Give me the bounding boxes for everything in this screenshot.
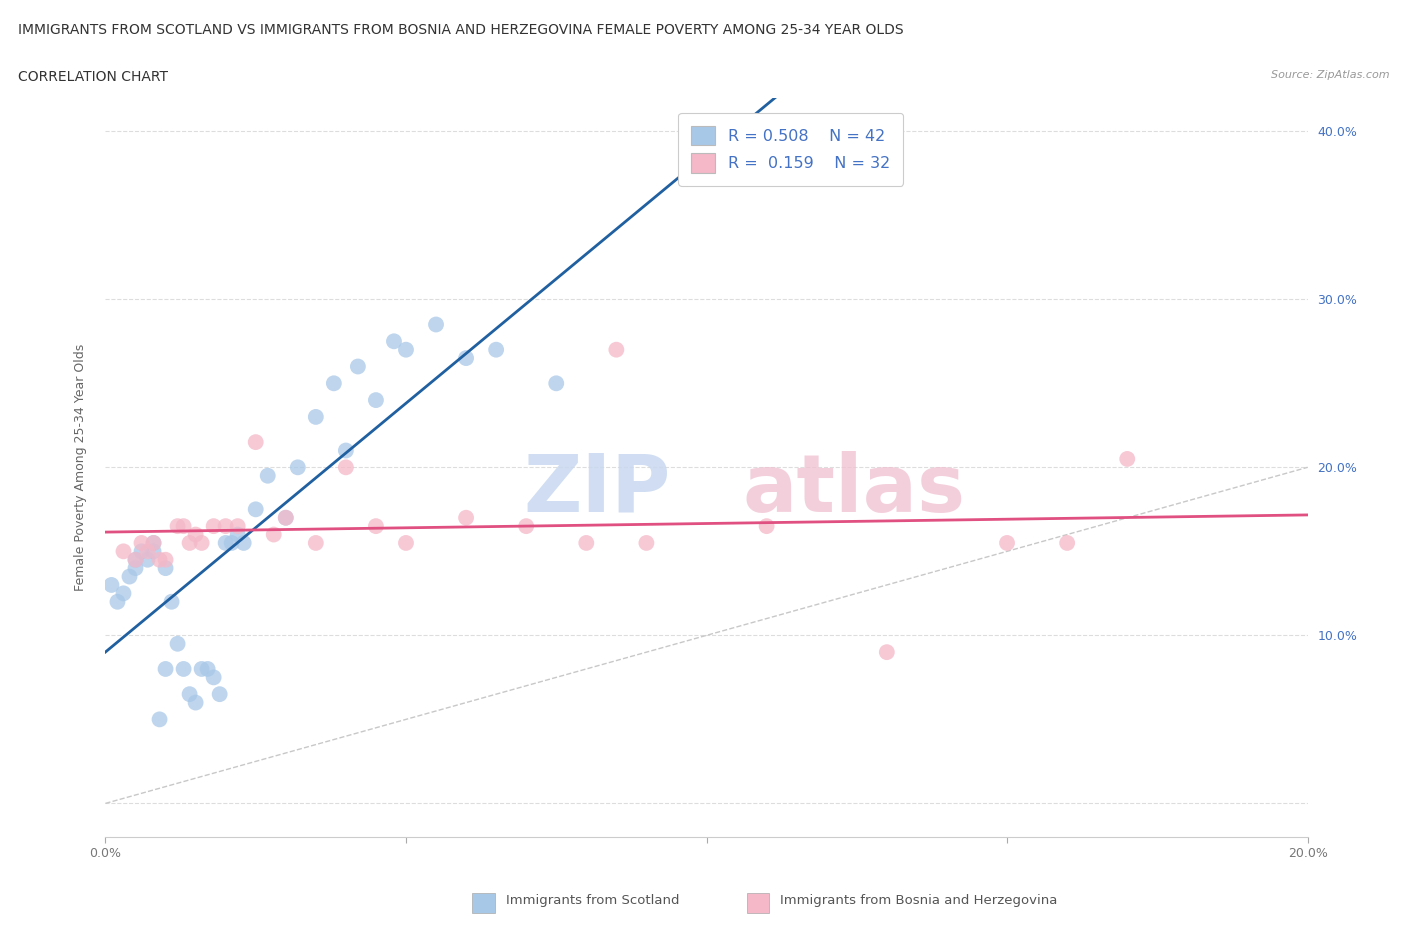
Point [118, 569, 141, 584]
Text: IMMIGRANTS FROM SCOTLAND VS IMMIGRANTS FROM BOSNIA AND HERZEGOVINA FEMALE POVERT: IMMIGRANTS FROM SCOTLAND VS IMMIGRANTS F… [18, 23, 904, 37]
Point [166, 519, 188, 534]
Text: ZIP: ZIP [523, 450, 671, 528]
Point [347, 359, 370, 374]
Point [112, 544, 135, 559]
Point [364, 392, 387, 407]
Point [364, 519, 387, 534]
Point [142, 544, 165, 559]
Point [876, 644, 898, 659]
Point [226, 519, 249, 534]
Text: Immigrants from Scotland: Immigrants from Scotland [506, 894, 679, 907]
Point [214, 519, 236, 534]
Point [226, 527, 249, 542]
Text: atlas: atlas [742, 450, 966, 528]
Point [395, 536, 418, 551]
Point [305, 409, 328, 424]
Point [155, 561, 177, 576]
Point [166, 636, 188, 651]
Point [214, 536, 236, 551]
Text: Source: ZipAtlas.com: Source: ZipAtlas.com [1271, 70, 1389, 80]
Point [575, 536, 598, 551]
Point [305, 536, 328, 551]
Point [100, 578, 122, 592]
Point [1116, 451, 1139, 466]
Point [136, 552, 159, 567]
Point [136, 544, 159, 559]
Point [148, 552, 170, 567]
Point [263, 527, 285, 542]
Point [395, 342, 418, 357]
Point [124, 561, 146, 576]
Point [184, 695, 207, 710]
Point [160, 594, 183, 609]
Point [221, 536, 243, 551]
Point [256, 469, 278, 484]
Point [515, 519, 537, 534]
Point [274, 511, 297, 525]
Point [148, 712, 170, 727]
Point [173, 519, 195, 534]
Point [155, 661, 177, 676]
Point [636, 536, 658, 551]
Point [335, 459, 357, 474]
Point [755, 519, 778, 534]
Point [1056, 536, 1078, 551]
Point [124, 552, 146, 567]
Point [425, 317, 447, 332]
Point [245, 502, 267, 517]
Point [696, 149, 718, 164]
Point [112, 586, 135, 601]
Point [197, 661, 219, 676]
Point [155, 552, 177, 567]
Point [232, 536, 254, 551]
Point [382, 334, 405, 349]
Point [124, 552, 146, 567]
Point [274, 511, 297, 525]
Legend: R = 0.508    N = 42, R =  0.159    N = 32: R = 0.508 N = 42, R = 0.159 N = 32 [678, 113, 903, 186]
Point [142, 536, 165, 551]
Point [208, 686, 231, 701]
Point [454, 351, 477, 365]
Point [287, 459, 309, 474]
Text: CORRELATION CHART: CORRELATION CHART [18, 70, 169, 84]
Point [142, 536, 165, 551]
Point [179, 686, 201, 701]
Point [995, 536, 1018, 551]
Point [245, 434, 267, 449]
Text: Immigrants from Bosnia and Herzegovina: Immigrants from Bosnia and Herzegovina [780, 894, 1057, 907]
Point [190, 661, 212, 676]
Point [131, 544, 153, 559]
Point [335, 443, 357, 458]
Point [202, 519, 225, 534]
Point [605, 342, 627, 357]
Point [131, 536, 153, 551]
Point [202, 670, 225, 684]
Y-axis label: Female Poverty Among 25-34 Year Olds: Female Poverty Among 25-34 Year Olds [73, 344, 87, 591]
Point [190, 536, 212, 551]
Point [107, 594, 129, 609]
Point [179, 536, 201, 551]
Point [454, 511, 477, 525]
Point [184, 527, 207, 542]
Point [322, 376, 344, 391]
Point [546, 376, 568, 391]
Point [485, 342, 508, 357]
Point [173, 661, 195, 676]
